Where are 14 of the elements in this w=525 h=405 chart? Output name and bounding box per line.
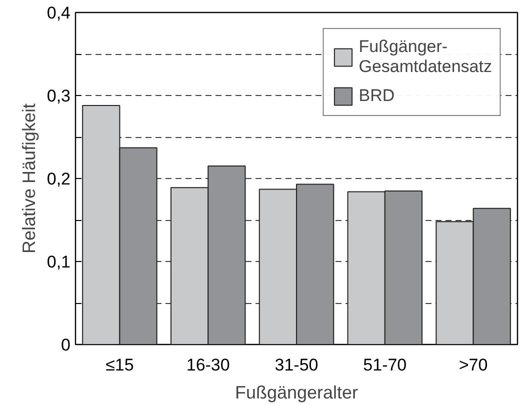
y-tick-label: 0,2 [46,170,71,188]
y-tick-label: 0,1 [46,252,71,272]
y-tick-label: 0,4 [46,4,71,22]
legend-label: BRD [358,86,395,106]
x-tick-label: >70 [458,356,488,374]
x-axis-title: Fußgängeralter [234,382,358,402]
y-tick-label: 0 [61,336,71,354]
legend-label: Fußgänger- Gesamtdatensatz [358,37,492,77]
y-axis-title: Relative Häufigkeit [18,103,39,254]
x-tick-label: 16-30 [186,356,230,374]
y-tick-label: 0,3 [46,86,71,106]
x-tick-label: 31-50 [274,356,318,374]
x-tick-label: ≤15 [106,356,134,374]
x-tick-label: 51-70 [363,356,407,374]
